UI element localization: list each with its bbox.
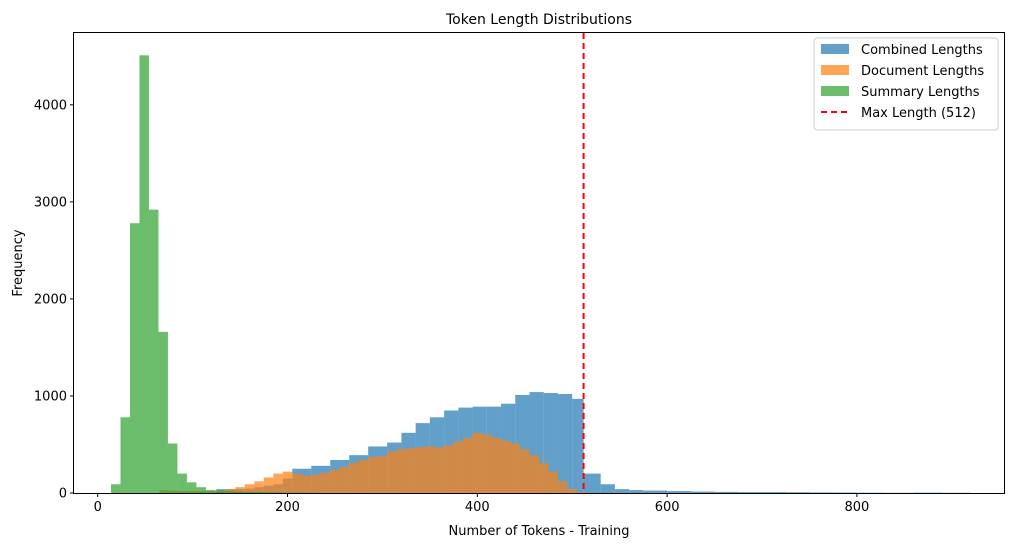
histogram-bar <box>158 332 167 493</box>
histogram-bar <box>738 492 762 493</box>
histogram-bar <box>283 472 292 493</box>
histogram-bar <box>444 445 453 493</box>
histogram-bar <box>302 476 311 493</box>
histogram-bar <box>584 474 601 493</box>
x-tick-label: 600 <box>655 500 680 515</box>
legend-label: Max Length (512) <box>861 106 976 121</box>
histogram-bar <box>359 460 368 493</box>
histogram-bar <box>187 482 196 493</box>
legend-label: Document Lengths <box>861 64 984 79</box>
histogram-bar <box>539 463 548 493</box>
histogram-bar <box>196 487 205 493</box>
histogram-bar <box>715 492 739 493</box>
legend-swatch <box>821 86 849 96</box>
histogram-bar <box>397 449 406 493</box>
histogram-bar <box>667 491 691 493</box>
histogram-bar <box>520 449 529 493</box>
histogram-bar <box>454 442 463 493</box>
histogram-bar <box>378 456 387 493</box>
histogram-bar <box>292 474 301 493</box>
y-tick-label: 1000 <box>34 389 67 404</box>
histogram-bar <box>263 492 272 493</box>
histogram-bar <box>406 448 415 493</box>
histogram-bar <box>558 481 567 493</box>
histogram-bar <box>762 492 786 493</box>
histogram-bar <box>691 492 715 493</box>
histogram-bar <box>601 484 615 493</box>
histogram-bar <box>425 446 434 493</box>
histogram-bar <box>168 444 177 493</box>
series-summary-lengths <box>111 55 320 493</box>
histogram-bar <box>244 492 253 493</box>
histogram-bar <box>311 475 320 493</box>
histogram-bar <box>149 210 158 493</box>
histogram-bar <box>548 472 557 493</box>
histogram-bar <box>629 490 643 493</box>
histogram-bar <box>245 484 254 493</box>
chart-title: Token Length Distributions <box>445 12 632 28</box>
histogram-bar <box>321 473 330 493</box>
y-tick-label: 0 <box>59 487 67 502</box>
histogram-bar <box>234 492 243 493</box>
histogram-bar <box>349 463 358 493</box>
x-axis-label: Number of Tokens - Training <box>448 524 629 539</box>
histogram-bar <box>254 481 263 493</box>
histogram-bar <box>225 491 234 493</box>
histogram-bar <box>272 492 281 493</box>
histogram-bar <box>111 484 120 493</box>
histogram-bar <box>501 441 510 493</box>
histogram-bar <box>567 489 576 493</box>
x-tick-label: 200 <box>275 500 300 515</box>
histogram-bar <box>463 438 472 493</box>
histogram-bar <box>139 55 148 493</box>
histogram-bar <box>387 451 396 493</box>
legend-swatch <box>821 44 849 54</box>
histogram-bar <box>558 394 572 493</box>
y-tick-label: 4000 <box>34 98 67 113</box>
x-tick-label: 0 <box>94 500 102 515</box>
histogram-bar <box>121 417 130 493</box>
histogram-bar <box>177 474 186 493</box>
histogram-bar <box>264 477 273 493</box>
histogram-bar <box>492 438 501 493</box>
legend: Combined Lengths Document Lengths Summary … <box>814 38 998 130</box>
legend-label: Summary Lengths <box>861 85 980 100</box>
histogram-bar <box>643 491 667 493</box>
y-tick-label: 3000 <box>34 195 67 210</box>
histogram-bar <box>473 433 482 493</box>
histogram-bar <box>809 492 833 493</box>
histogram-bar <box>215 491 224 493</box>
histogram-bar <box>786 492 810 493</box>
histogram-bar <box>253 492 262 493</box>
histogram-bar <box>368 457 377 493</box>
x-tick-label: 800 <box>844 500 869 515</box>
histogram-bar <box>435 447 444 493</box>
x-tick-label: 400 <box>465 500 490 515</box>
histogram-bar <box>615 489 629 493</box>
y-axis-label: Frequency <box>11 229 26 296</box>
histogram-bar <box>416 447 425 493</box>
histogram-bar <box>572 399 583 493</box>
legend-swatch <box>821 65 849 75</box>
histogram-bar <box>206 490 215 493</box>
histogram-bar <box>130 223 139 493</box>
histogram-bar <box>530 455 539 493</box>
histogram-bar <box>340 467 349 493</box>
histogram-bar <box>482 435 491 493</box>
histogram-bar <box>511 444 520 493</box>
histogram-bar <box>330 470 339 493</box>
histogram-bar <box>577 492 586 493</box>
legend-label: Combined Lengths <box>861 43 983 58</box>
histogram-bar <box>273 474 282 493</box>
y-tick-label: 2000 <box>34 292 67 307</box>
